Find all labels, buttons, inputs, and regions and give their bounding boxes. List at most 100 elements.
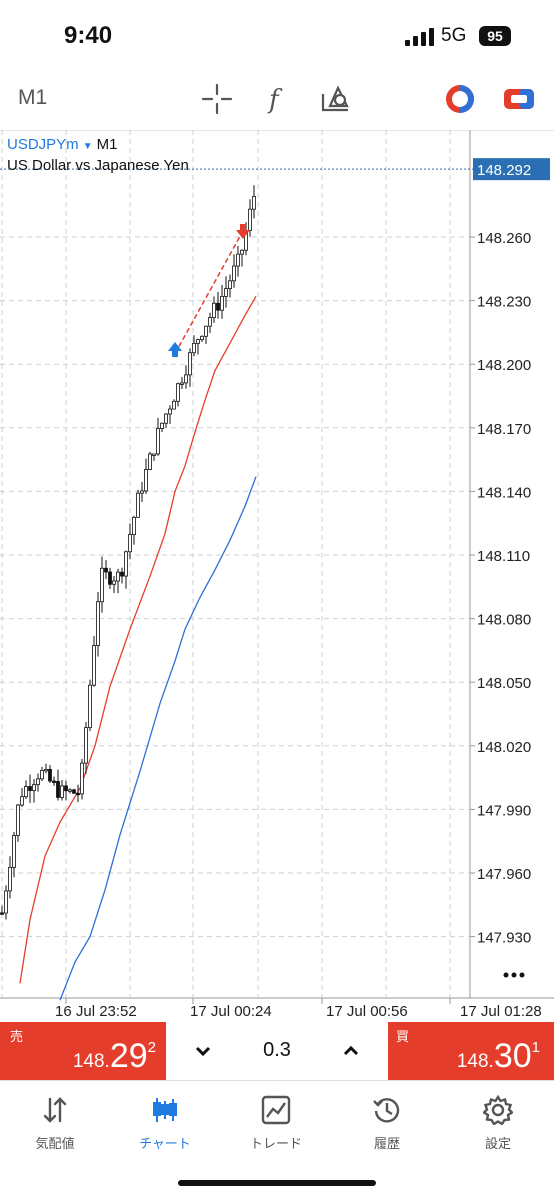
cellular-signal-icon [405,28,434,46]
candle-body [68,789,72,792]
symbol-description: US Dollar vs Japanese Yen [7,157,189,174]
history-icon [373,1098,400,1123]
network-type: 5G [441,25,467,46]
price-chart[interactable]: 148.260 148.230 148.200 148.170 148.140 148.1… [0,130,554,1020]
status-bar: 9:40 5G 95 [0,0,554,70]
current-price-tag [473,158,550,181]
price-axis-label: 148.020 [477,739,531,756]
moving-average-fast [19,296,257,984]
crosshair-icon[interactable] [200,82,234,116]
tab-trade[interactable]: トレード [221,1081,331,1161]
buy-price-point: 1 [531,1039,540,1056]
settings-icon [483,1095,513,1125]
time-axis-label: 17 Jul 00:56 [326,1003,408,1020]
candle-body [240,249,244,255]
price-axis-label: 148.140 [477,484,531,501]
chart-toolbar: M1 f [0,70,554,130]
candle-body [56,781,60,798]
candle-body [116,571,120,582]
volume-decrease-icon[interactable] [188,1036,218,1066]
price-axis-label: 147.990 [477,802,531,819]
candle-body [36,778,40,786]
tab-history-label: 履歴 [373,1137,400,1152]
candle-body [100,567,104,603]
quotes-icon [43,1097,67,1123]
candle-body [28,786,32,791]
buy-price-prefix: 148. [456,1051,494,1072]
candle-body [172,400,176,410]
one-click-trading-icon[interactable] [443,82,477,116]
more-options-icon[interactable] [511,972,517,978]
timeframe-button[interactable]: M1 [18,86,48,109]
candle-body [60,785,64,798]
moving-average-slow [59,476,257,1001]
time-axis-label: 17 Jul 01:28 [460,1003,542,1020]
candle-body [176,383,180,402]
tab-chart-label: チャート [139,1137,191,1152]
price-axis-label: 148.080 [477,612,531,629]
candle-body [16,804,20,836]
candle-body [20,796,24,806]
buy-arrow-icon [168,342,182,357]
svg-text:f: f [267,85,283,115]
tab-settings[interactable]: 設定 [443,1081,553,1161]
candle-body [128,534,132,553]
symbol-name[interactable]: USDJPYm [7,136,79,153]
candle-body [236,253,240,267]
volume-increase-icon[interactable] [336,1036,366,1066]
candle-body [180,382,184,385]
buy-button[interactable]: 買 148.301 [388,1022,554,1080]
chart-icon [153,1098,177,1122]
indicators-icon[interactable]: f [260,82,294,116]
current-price-label: 148.292 [477,162,531,179]
candle-body [44,768,48,772]
candle-body [88,684,92,729]
candle-body [108,571,112,585]
battery-icon: 95 [479,26,511,46]
candle-body [12,835,16,868]
more-options-icon[interactable] [519,972,525,978]
tab-chart[interactable]: チャート [110,1081,220,1161]
tab-trade-label: トレード [249,1137,302,1152]
trade-bar: 売 148.292 0.3 買 148.301 [0,1022,554,1080]
candle-body [120,571,124,577]
candle-body [140,490,144,494]
candle-body [4,890,8,914]
price-axis-label: 148.260 [477,230,531,247]
time-axis-label: 17 Jul 00:24 [190,1003,272,1020]
volume-value[interactable]: 0.3 [263,1039,291,1061]
candle-body [0,912,4,915]
candle-body [148,453,152,471]
candle-body [192,342,196,354]
candle-body [200,335,204,341]
candle-body [48,768,52,782]
candle-body [164,413,168,424]
sell-price: 148.292 [73,1037,156,1076]
candle-body [252,196,256,210]
candle-body [8,867,12,892]
candle-body [220,295,224,311]
buy-price: 148.301 [457,1037,540,1076]
trade-tab-icon [261,1095,291,1125]
objects-icon[interactable] [320,82,354,116]
buy-label: 買 [396,1030,410,1045]
tab-settings-label: 設定 [484,1137,511,1152]
time-axis-label: 16 Jul 23:52 [55,1003,137,1020]
candle-body [216,302,220,311]
sell-price-prefix: 148. [72,1051,110,1072]
tab-history[interactable]: 履歴 [332,1081,442,1161]
price-axis-label: 148.170 [477,421,531,438]
candle-body [92,645,96,686]
symbol-dropdown-icon[interactable]: ▼ [82,141,93,152]
candle-body [228,280,232,289]
sell-button[interactable]: 売 148.292 [0,1022,166,1080]
bottom-tab-bar: 気配値 チャート トレード 履歴 [0,1080,554,1200]
price-axis-label: 147.960 [477,866,531,883]
tab-quotes[interactable]: 気配値 [0,1081,110,1161]
more-options-icon[interactable] [503,972,509,978]
candle-body [188,352,192,376]
trade-panel-icon[interactable] [502,82,536,116]
candle-body [160,422,164,429]
candle-body [232,265,236,282]
chart-symbol[interactable]: USDJPYm ▼ M1 [7,136,117,153]
